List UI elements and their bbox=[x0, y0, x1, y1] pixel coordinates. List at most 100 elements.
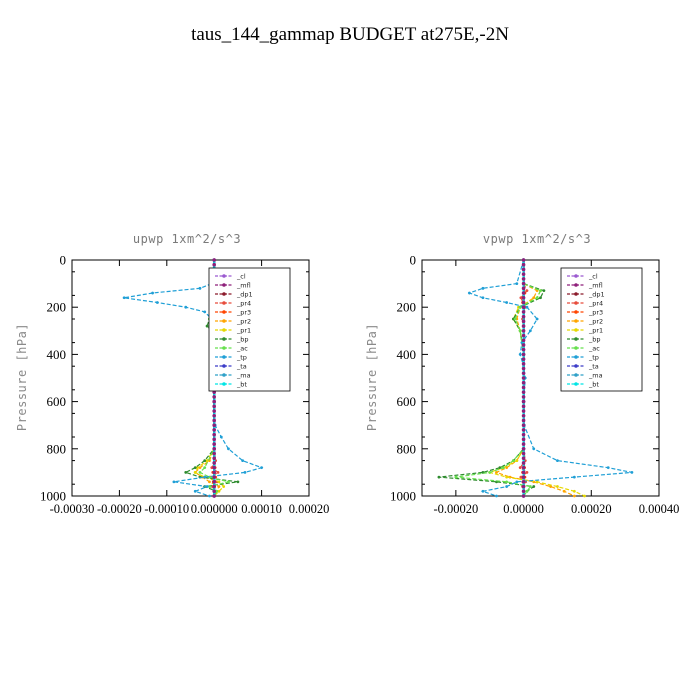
zero-marker bbox=[212, 489, 216, 494]
series-point bbox=[518, 329, 522, 333]
y-tick-label: 400 bbox=[397, 347, 417, 362]
y-tick-label: 200 bbox=[47, 300, 67, 315]
zero-marker bbox=[212, 432, 216, 437]
legend-label: _ac bbox=[236, 344, 248, 352]
zero-marker bbox=[212, 465, 216, 470]
series-point bbox=[481, 286, 485, 290]
series-point bbox=[532, 296, 536, 300]
zero-marker bbox=[212, 423, 216, 428]
zero-marker bbox=[212, 428, 216, 432]
series-point bbox=[151, 291, 154, 295]
zero-marker bbox=[521, 418, 526, 423]
zero-marker bbox=[521, 456, 526, 461]
series-point bbox=[217, 480, 221, 484]
series-point bbox=[535, 480, 539, 484]
series-point bbox=[488, 471, 492, 474]
zero-marker bbox=[212, 456, 216, 461]
series-point bbox=[454, 475, 458, 479]
zero-marker bbox=[521, 277, 526, 281]
zero-marker bbox=[521, 470, 526, 475]
series-point bbox=[205, 485, 209, 488]
series-line-ac bbox=[455, 260, 542, 497]
main-title: taus_144_gammap BUDGET at275E,-2N bbox=[191, 24, 509, 45]
zero-marker bbox=[521, 465, 526, 470]
series-point bbox=[468, 291, 471, 295]
zero-marker bbox=[521, 305, 526, 310]
series-point bbox=[518, 466, 522, 470]
series-point bbox=[505, 485, 509, 488]
legend-marker bbox=[574, 328, 578, 332]
legend-label: _bt bbox=[236, 380, 247, 388]
series-point bbox=[260, 466, 263, 470]
plot-frame bbox=[421, 259, 660, 497]
series-point bbox=[519, 475, 523, 479]
legend-marker bbox=[574, 292, 578, 296]
legend-label: _ta bbox=[588, 362, 599, 370]
zero-marker bbox=[521, 338, 526, 343]
legend-marker bbox=[574, 319, 578, 323]
series-point bbox=[208, 480, 211, 484]
series-point bbox=[505, 301, 509, 304]
zero-marker bbox=[212, 442, 216, 446]
zero-marker bbox=[521, 380, 526, 385]
series-point bbox=[532, 447, 536, 451]
legend-label: _ta bbox=[236, 362, 247, 370]
series-point bbox=[219, 435, 223, 439]
zero-marker bbox=[521, 413, 526, 418]
legend-box bbox=[208, 267, 291, 392]
series-point bbox=[583, 494, 586, 498]
legend-label: _bp bbox=[588, 335, 601, 343]
series-point bbox=[556, 485, 559, 488]
series-point bbox=[203, 466, 207, 470]
zero-marker bbox=[212, 258, 216, 262]
zero-marker bbox=[521, 362, 526, 366]
series-point bbox=[196, 466, 200, 470]
series-point bbox=[227, 447, 230, 451]
legend-label: _tp bbox=[236, 353, 247, 361]
legend-label: _tp bbox=[588, 353, 599, 361]
series-point bbox=[525, 305, 529, 309]
legend-label: _cl bbox=[588, 272, 598, 280]
zero-marker bbox=[521, 399, 526, 404]
y-tick-label: 1000 bbox=[40, 489, 66, 504]
zero-marker bbox=[521, 357, 526, 361]
series-point bbox=[236, 480, 240, 484]
legend-label: _pr1 bbox=[236, 326, 251, 334]
y-tick-label: 800 bbox=[397, 441, 417, 456]
legend-label: _ac bbox=[588, 344, 600, 352]
x-tick-label: -0.00030 bbox=[50, 502, 95, 516]
zero-marker bbox=[212, 395, 216, 399]
legend-marker bbox=[222, 346, 226, 350]
zero-marker bbox=[212, 418, 216, 423]
series-point bbox=[203, 310, 207, 314]
series-point bbox=[515, 459, 519, 462]
legend-marker bbox=[574, 346, 578, 350]
zero-marker bbox=[521, 352, 526, 357]
series-point bbox=[216, 471, 220, 474]
series-point bbox=[241, 459, 245, 462]
zero-marker bbox=[212, 262, 216, 267]
zero-marker bbox=[521, 329, 526, 333]
panel-title: upwp 1xm^2/s^3 bbox=[133, 232, 241, 246]
series-point bbox=[539, 296, 542, 300]
zero-marker bbox=[212, 475, 216, 479]
series-point bbox=[525, 471, 529, 474]
x-tick-label: -0.00020 bbox=[97, 502, 142, 516]
legend-label: _pr2 bbox=[588, 317, 603, 325]
legend: _cl_mfl_dp1_pr4_pr3_pr2_pr1_bp_ac_tp_ta_… bbox=[560, 267, 643, 392]
series-point bbox=[520, 341, 524, 344]
zero-marker bbox=[212, 461, 216, 465]
legend-marker bbox=[574, 373, 578, 377]
zero-marker bbox=[521, 262, 526, 267]
zero-marker bbox=[521, 423, 526, 428]
y-tick-label: 600 bbox=[47, 394, 67, 409]
legend-marker bbox=[222, 292, 226, 296]
series-point bbox=[501, 466, 505, 470]
series-point bbox=[203, 475, 207, 479]
zero-marker bbox=[521, 347, 526, 352]
series-point bbox=[505, 475, 509, 479]
zero-marker bbox=[521, 494, 526, 498]
zero-marker bbox=[521, 390, 526, 394]
series-point bbox=[481, 489, 485, 493]
zero-marker bbox=[521, 385, 526, 390]
